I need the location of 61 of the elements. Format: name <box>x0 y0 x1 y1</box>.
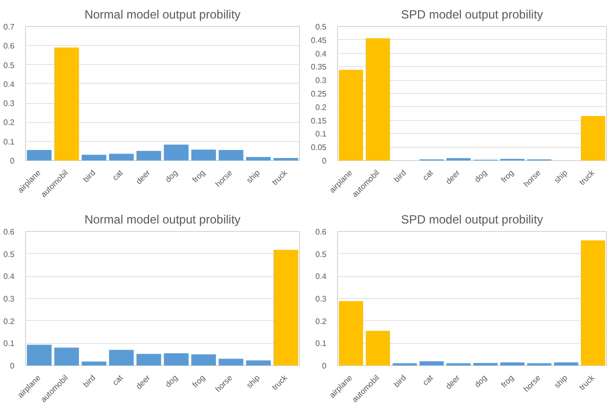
y-tick-label: 0.1 <box>3 339 16 348</box>
x-tick-label: dog <box>472 373 489 390</box>
x-tick-label: ship <box>552 168 570 186</box>
x-tick-label: cat <box>420 372 436 388</box>
x-tick-label: cat <box>110 372 126 388</box>
y-tick-label: 0.7 <box>3 22 16 32</box>
y-tick-label: 0.6 <box>3 228 16 236</box>
x-tick-label: ship <box>552 372 570 390</box>
x-tick-label: cat <box>420 168 436 182</box>
x-tick-label: dog <box>164 373 180 390</box>
y-tick-label: 0.5 <box>3 250 16 259</box>
y-tick-label: 0.45 <box>310 36 328 45</box>
y-tick-label: 0.4 <box>315 272 328 282</box>
y-tick-label: 0.4 <box>3 80 16 89</box>
y-tick-label: 0.5 <box>315 22 328 32</box>
x-tick-label: bird <box>392 373 408 390</box>
y-tick-label: 0 <box>10 156 16 166</box>
x-tick-label: frog <box>190 168 207 184</box>
y-tick-label: 0.3 <box>3 294 16 304</box>
y-tick-label: 0.15 <box>310 116 328 126</box>
x-tick-label: deer <box>134 168 152 186</box>
x-tick-label: deer <box>444 168 462 186</box>
y-tick-label: 0 <box>322 156 328 166</box>
y-tick-label: 0.35 <box>310 62 328 72</box>
y-tick-label: 0 <box>10 362 16 370</box>
chart-title: SPD model output probility <box>400 8 544 22</box>
chart-title: Normal model output probility <box>84 212 241 226</box>
y-tick-label: 0.6 <box>315 228 328 236</box>
y-tick-label: 0.3 <box>3 99 16 108</box>
x-tick-label: cat <box>110 168 126 182</box>
x-tick-label: ship <box>244 372 262 390</box>
y-tick-label: 0.1 <box>315 130 328 139</box>
y-tick-label: 0.3 <box>315 76 328 86</box>
x-tick-label: frog <box>499 373 516 390</box>
chart-title: Normal model output probility <box>84 8 241 22</box>
y-tick-label: 0.2 <box>3 118 16 128</box>
x-tick-label: dog <box>164 168 180 184</box>
x-tick-label: frog <box>499 168 516 184</box>
x-tick-label: dog <box>472 168 489 184</box>
y-tick-label: 0.5 <box>315 250 328 259</box>
x-tick-label: bird <box>392 168 408 184</box>
y-tick-label: 0.4 <box>315 49 328 58</box>
y-tick-label: 0.1 <box>315 339 328 348</box>
y-tick-label: 0.3 <box>315 294 328 304</box>
x-tick-label: ship <box>244 168 262 186</box>
y-tick-label: 0 <box>322 362 328 370</box>
y-tick-label: 0.2 <box>315 316 328 326</box>
y-tick-label: 0.05 <box>310 143 328 152</box>
x-tick-label: bird <box>81 373 98 390</box>
x-tick-label: deer <box>134 373 152 392</box>
x-tick-label: frog <box>190 373 207 390</box>
y-tick-label: 0.25 <box>310 90 328 98</box>
y-tick-label: 0.2 <box>315 102 328 112</box>
y-tick-label: 0.1 <box>3 137 16 146</box>
y-tick-label: 0.4 <box>3 272 16 282</box>
x-tick-label: deer <box>444 373 462 392</box>
y-tick-label: 0.5 <box>3 60 16 70</box>
x-tick-label: bird <box>81 168 98 184</box>
chart-title: SPD model output probility <box>400 212 544 226</box>
y-tick-label: 0.2 <box>3 316 16 326</box>
y-tick-label: 0.6 <box>3 42 16 51</box>
